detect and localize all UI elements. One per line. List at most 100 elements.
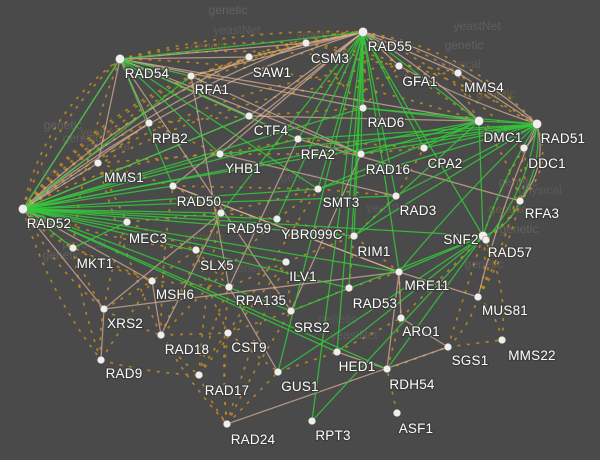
node-DDC1[interactable]: [519, 143, 529, 153]
edge-RAD52-RAD6: [22, 107, 364, 210]
node-ILV1[interactable]: [281, 257, 291, 267]
node-label-SMT3: SMT3: [323, 195, 360, 210]
node-label-GUS1: GUS1: [281, 379, 319, 394]
node-label-ARO1: ARO1: [402, 324, 440, 339]
edge-CTF4-DMC1: [248, 115, 480, 122]
edge-RAD9-XRS2: [100, 308, 105, 361]
edge-RAD52-CSM3: [22, 42, 307, 210]
edge-RAD52-MRE11: [22, 208, 400, 273]
node-label-MSH6: MSH6: [156, 287, 194, 302]
node-MKT1[interactable]: [68, 243, 78, 253]
node-RAD53[interactable]: [344, 283, 354, 293]
node-RAD59[interactable]: [216, 208, 226, 218]
node-RAD9[interactable]: [96, 355, 106, 365]
node-RAD6[interactable]: [358, 103, 368, 113]
node-RAD50[interactable]: [168, 181, 178, 191]
node-RAD3[interactable]: [391, 191, 401, 201]
watermark-text: yeastNet: [213, 23, 261, 37]
node-MSH6[interactable]: [147, 276, 157, 286]
edge-RAD52-CTF4: [22, 115, 250, 210]
node-CTF4[interactable]: [244, 111, 254, 121]
node-SLX5[interactable]: [191, 245, 201, 255]
node-RDH54[interactable]: [382, 364, 392, 374]
node-MUS81[interactable]: [473, 292, 483, 302]
edge-ILV1-RPA135: [228, 261, 287, 288]
node-CST9[interactable]: [223, 328, 233, 338]
edge-GUS1-RPA135: [228, 286, 279, 373]
edge-MRE11-RDH54: [386, 271, 400, 370]
node-label-RAD9: RAD9: [106, 366, 143, 381]
edge-RAD52-MEC3: [22, 208, 128, 223]
node-SRS2[interactable]: [286, 306, 296, 316]
node-RAD16[interactable]: [356, 149, 366, 159]
edge-RAD52-GFA1: [22, 65, 400, 210]
watermark-text: genetic: [209, 3, 248, 17]
edge-RPA135-RFA1: [190, 75, 230, 288]
node-HED1[interactable]: [332, 347, 342, 357]
node-YHB1[interactable]: [215, 149, 225, 159]
watermark-text: physical: [437, 57, 480, 71]
edge-RAD54-SMT3: [119, 58, 319, 190]
node-RIM1[interactable]: [349, 231, 359, 241]
node-MEC3[interactable]: [122, 217, 132, 227]
node-label-RAD24: RAD24: [231, 432, 276, 447]
node-MMS4[interactable]: [453, 68, 463, 78]
node-RPT3[interactable]: [307, 416, 317, 426]
edge-RAD9-MKT1: [72, 247, 102, 361]
node-RAD55[interactable]: [357, 26, 368, 37]
node-MRE11[interactable]: [394, 267, 404, 277]
node-RPA135[interactable]: [224, 282, 234, 292]
watermark-text: yeastNet: [330, 328, 378, 342]
node-ARO1[interactable]: [396, 313, 406, 323]
edge-MMS22-SNF2: [482, 235, 505, 341]
node-DMC1[interactable]: [473, 116, 484, 127]
node-SAW1[interactable]: [244, 52, 254, 62]
edge-DMC1-RIM1: [353, 120, 480, 237]
node-RFA2[interactable]: [293, 134, 303, 144]
node-label-RAD51: RAD51: [541, 131, 586, 146]
node-label-DDC1: DDC1: [528, 156, 566, 171]
node-label-MKT1: MKT1: [77, 256, 114, 271]
node-XRS2[interactable]: [99, 304, 109, 314]
edge-DMC1-RAD6: [362, 107, 480, 122]
node-MMS1[interactable]: [93, 158, 103, 168]
node-CPA2[interactable]: [419, 143, 429, 153]
edge-RAD51-MMS4: [457, 72, 538, 125]
edge-SLX5-MSH6: [151, 249, 197, 282]
node-RAD52[interactable]: [17, 203, 28, 214]
node-RPB2[interactable]: [144, 118, 154, 128]
node-RAD57[interactable]: [481, 235, 491, 245]
node-YBR099C[interactable]: [272, 214, 282, 224]
edge-RAD54-RAD16: [119, 58, 362, 155]
node-GUS1[interactable]: [273, 367, 283, 377]
node-RFA3[interactable]: [515, 196, 525, 206]
node-RAD51[interactable]: [532, 119, 543, 130]
node-RAD18[interactable]: [156, 330, 166, 340]
node-label-RAD52: RAD52: [27, 216, 72, 231]
edge-RAD18-MMS1: [97, 162, 162, 336]
node-ASF1[interactable]: [392, 408, 402, 418]
node-MMS22[interactable]: [497, 335, 507, 345]
node-RAD24[interactable]: [222, 419, 232, 429]
node-GFA1[interactable]: [394, 61, 404, 71]
watermark-text: genetic: [465, 257, 504, 271]
node-RFA1[interactable]: [186, 71, 196, 81]
node-RAD54[interactable]: [115, 54, 126, 65]
node-SMT3[interactable]: [313, 184, 323, 194]
node-label-SRS2: SRS2: [294, 320, 330, 335]
node-label-MUS81: MUS81: [482, 303, 528, 318]
edge-RAD52-MMS4: [22, 72, 459, 210]
edge-RAD51-RAD3: [395, 123, 538, 197]
edge-RAD24-ILV1: [226, 261, 287, 425]
node-RAD17[interactable]: [194, 370, 204, 380]
edge-RAD52-SAW1: [22, 56, 250, 210]
edge-SNF2-MRE11: [398, 235, 484, 273]
node-CSM3[interactable]: [301, 38, 311, 48]
edge-MSH6-RPA135: [151, 280, 230, 288]
edge-RAD51-RIM1: [353, 123, 538, 237]
node-label-HED1: HED1: [339, 359, 376, 374]
node-SGS1[interactable]: [443, 342, 453, 352]
edge-RAD51-MUS81: [477, 123, 538, 298]
